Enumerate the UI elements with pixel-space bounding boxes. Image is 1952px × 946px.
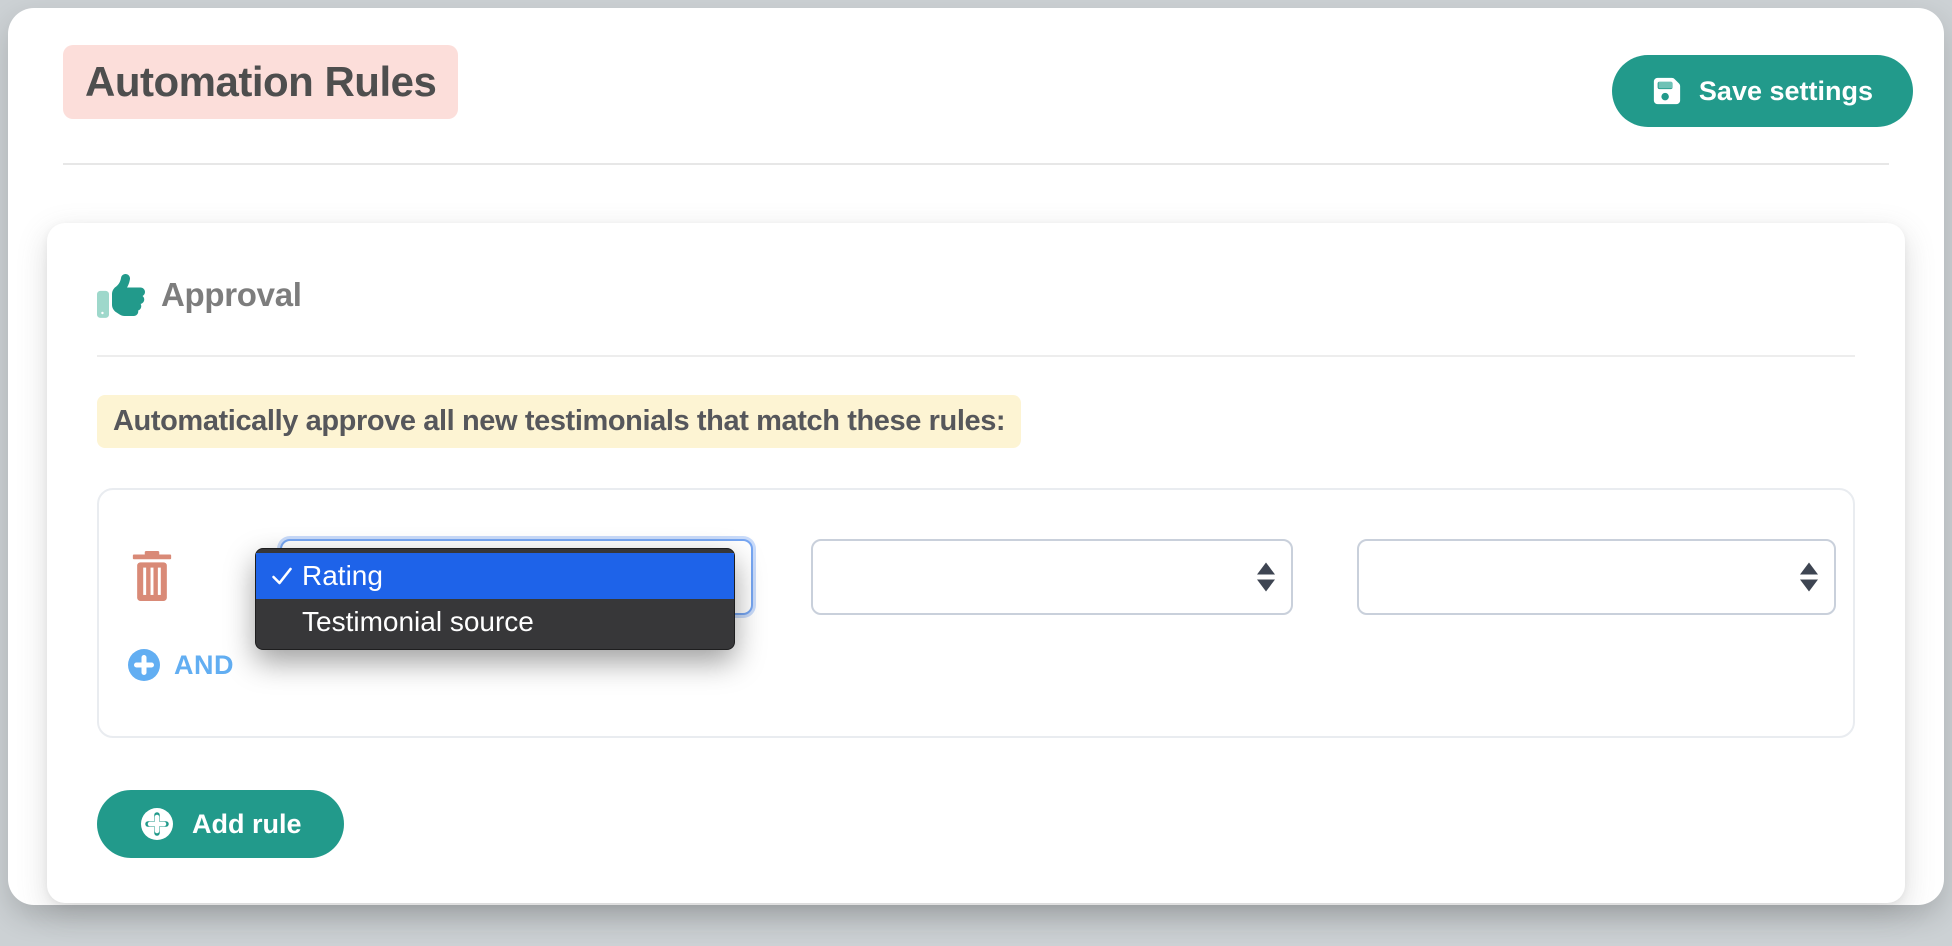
card-divider (97, 355, 1855, 357)
add-rule-button[interactable]: Add rule (97, 790, 344, 858)
and-label: AND (174, 649, 234, 680)
thumbs-up-icon (97, 271, 145, 319)
dropdown-option-label: Testimonial source (302, 606, 534, 637)
floppy-disk-icon (1652, 76, 1682, 106)
approval-instruction: Automatically approve all new testimonia… (97, 395, 1022, 448)
approval-card-title: Approval (161, 276, 302, 313)
field-dropdown-menu: Rating Testimonial source (255, 548, 735, 650)
rule-operator-select[interactable] (811, 539, 1293, 615)
rule-box: Rating Testimonial source AND (97, 488, 1855, 738)
save-settings-label: Save settings (1698, 75, 1873, 106)
rule-value-select[interactable] (1357, 539, 1836, 615)
dropdown-option-rating[interactable]: Rating (256, 553, 734, 599)
page-title: Automation Rules (63, 45, 459, 119)
header-divider (63, 163, 1889, 165)
plus-circle-icon (127, 648, 161, 682)
up-down-arrows-icon (1800, 562, 1818, 592)
save-settings-button[interactable]: Save settings (1611, 55, 1913, 127)
trash-icon (130, 551, 176, 601)
main-panel: Automation Rules Save settings Approval (8, 8, 1944, 905)
dropdown-option-testimonial-source[interactable]: Testimonial source (256, 599, 734, 645)
add-rule-label: Add rule (192, 808, 302, 839)
delete-rule-button[interactable] (130, 550, 176, 602)
approval-card-header: Approval (97, 223, 1855, 319)
approval-card: Approval Automatically approve all new t… (47, 223, 1905, 903)
plus-circle-icon (139, 806, 175, 842)
add-and-condition-button[interactable]: AND (127, 648, 234, 682)
dropdown-option-label: Rating (302, 560, 383, 591)
checkmark-icon (270, 564, 302, 588)
up-down-arrows-icon (1257, 562, 1275, 592)
